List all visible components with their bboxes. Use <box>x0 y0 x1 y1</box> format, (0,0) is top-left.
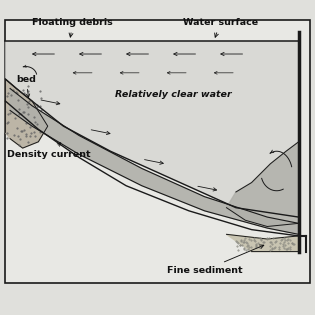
Polygon shape <box>5 42 299 217</box>
Polygon shape <box>10 89 299 234</box>
Text: Water surface: Water surface <box>183 18 258 37</box>
Text: Density current: Density current <box>7 143 91 159</box>
Polygon shape <box>5 20 310 283</box>
Polygon shape <box>5 79 48 148</box>
Text: Relatively clear water: Relatively clear water <box>115 90 232 99</box>
Text: bed: bed <box>16 75 36 97</box>
Polygon shape <box>226 142 299 226</box>
Text: Floating debris: Floating debris <box>32 18 113 37</box>
Polygon shape <box>226 234 299 252</box>
Text: Fine sediment: Fine sediment <box>167 245 264 275</box>
